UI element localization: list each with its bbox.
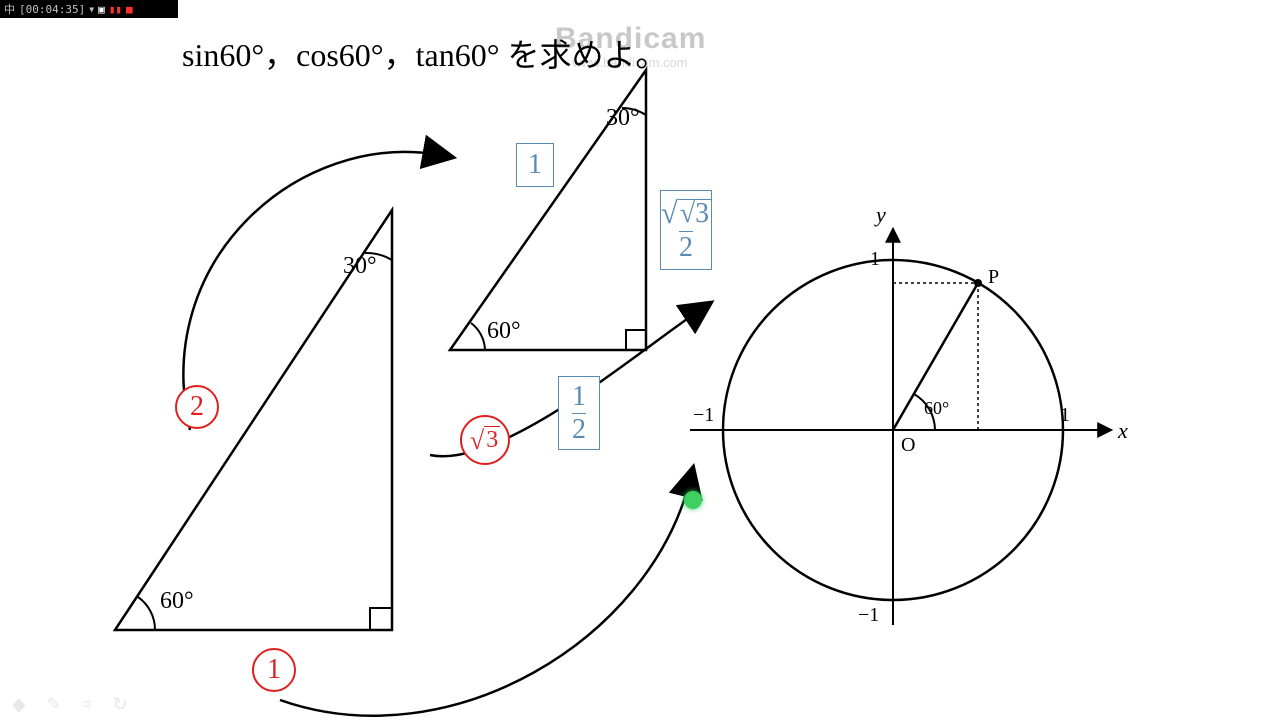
tri-small-bottom-angle: 60° bbox=[487, 318, 521, 345]
x-axis-label: x bbox=[1118, 418, 1128, 444]
point-p-label: P bbox=[988, 266, 999, 289]
y-axis-label: y bbox=[876, 202, 886, 228]
xpos-tick: 1 bbox=[1060, 404, 1070, 427]
ypos-tick: 1 bbox=[870, 248, 880, 271]
yneg-tick: −1 bbox=[858, 604, 879, 627]
tri-large-bottom-angle: 60° bbox=[160, 588, 194, 615]
tri-small-opp-label: √√3 2 bbox=[660, 190, 712, 270]
tri-large-opp-label: √3 bbox=[460, 415, 510, 465]
tri-small-hyp-label: 1 bbox=[516, 143, 554, 187]
unit-circle bbox=[690, 230, 1110, 625]
bottom-toolbar[interactable]: ◆ ✎ ≡ ↻ bbox=[12, 694, 136, 715]
tri-large-top-angle: 30° bbox=[343, 253, 377, 280]
tri-small-top-angle: 30° bbox=[606, 105, 640, 132]
xneg-tick: −1 bbox=[693, 404, 714, 427]
angle-60-label: 60° bbox=[924, 398, 949, 419]
tri-large-hyp-label: 2 bbox=[175, 385, 219, 429]
tri-small-adj-label: 1 2 bbox=[558, 376, 600, 450]
origin-label: O bbox=[901, 434, 915, 457]
cursor-dot bbox=[684, 491, 702, 509]
tri-large-adj-label: 1 bbox=[252, 648, 296, 692]
